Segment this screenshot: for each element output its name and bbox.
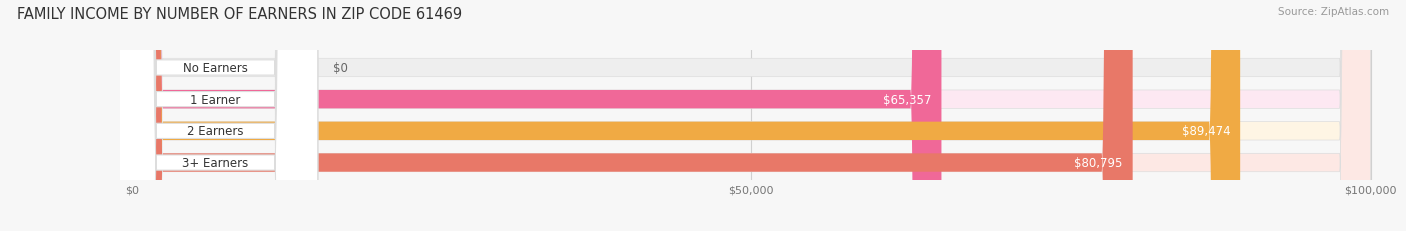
FancyBboxPatch shape xyxy=(114,0,318,231)
FancyBboxPatch shape xyxy=(114,0,318,231)
Text: $89,474: $89,474 xyxy=(1181,125,1230,138)
Text: FAMILY INCOME BY NUMBER OF EARNERS IN ZIP CODE 61469: FAMILY INCOME BY NUMBER OF EARNERS IN ZI… xyxy=(17,7,463,22)
FancyBboxPatch shape xyxy=(132,0,1371,231)
FancyBboxPatch shape xyxy=(132,0,1371,231)
Text: 3+ Earners: 3+ Earners xyxy=(183,156,249,169)
FancyBboxPatch shape xyxy=(132,0,1133,231)
Text: 2 Earners: 2 Earners xyxy=(187,125,243,138)
Text: Source: ZipAtlas.com: Source: ZipAtlas.com xyxy=(1278,7,1389,17)
Text: $80,795: $80,795 xyxy=(1074,156,1123,169)
FancyBboxPatch shape xyxy=(132,0,1371,231)
Text: $65,357: $65,357 xyxy=(883,93,932,106)
FancyBboxPatch shape xyxy=(132,0,1240,231)
Text: No Earners: No Earners xyxy=(183,62,247,75)
FancyBboxPatch shape xyxy=(114,0,318,231)
FancyBboxPatch shape xyxy=(132,0,942,231)
Text: $0: $0 xyxy=(333,62,347,75)
Text: 1 Earner: 1 Earner xyxy=(190,93,240,106)
FancyBboxPatch shape xyxy=(132,0,1371,231)
FancyBboxPatch shape xyxy=(114,0,318,231)
